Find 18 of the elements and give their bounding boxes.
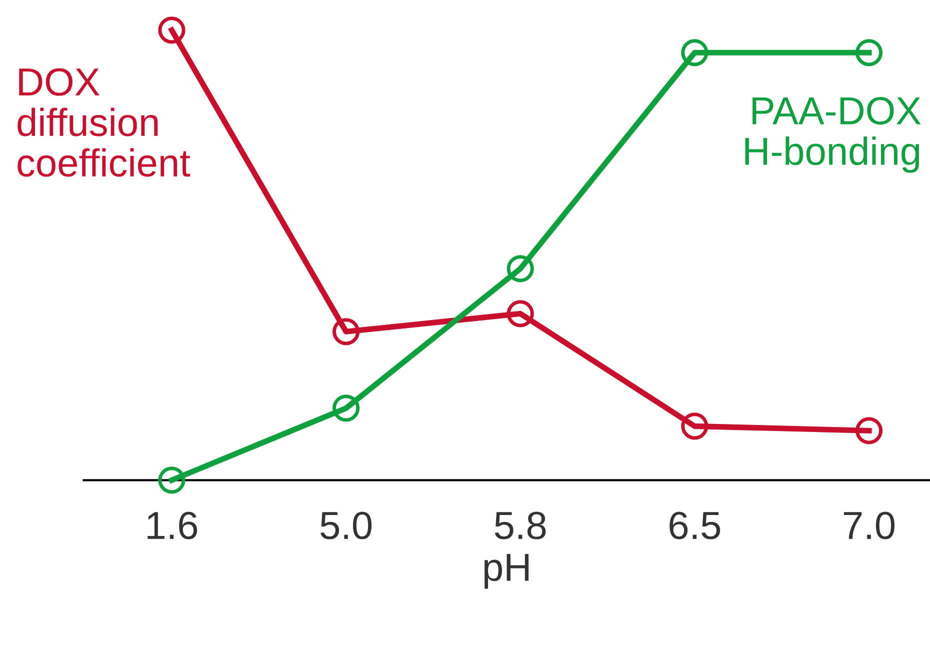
point (681, 412, 708, 440)
series-label: PAA-DOX H-bonding (745, 97, 921, 173)
point (158, 16, 186, 44)
point (855, 417, 883, 444)
x-tick-label: 5.0 (320, 512, 372, 540)
point (855, 39, 883, 66)
point (506, 300, 534, 328)
x-axis-title: pH (484, 554, 529, 589)
point (332, 318, 360, 346)
x-tick-label: 6.5 (670, 512, 720, 540)
x-tick-label: 5.8 (494, 512, 546, 540)
point (158, 466, 186, 494)
x-tick-label: 1.6 (148, 512, 198, 540)
series-label: DOX diffusion coefficient (18, 68, 190, 177)
point (332, 394, 360, 422)
point (506, 255, 534, 282)
point (681, 39, 708, 66)
x-tick-label: 7.0 (844, 512, 894, 540)
